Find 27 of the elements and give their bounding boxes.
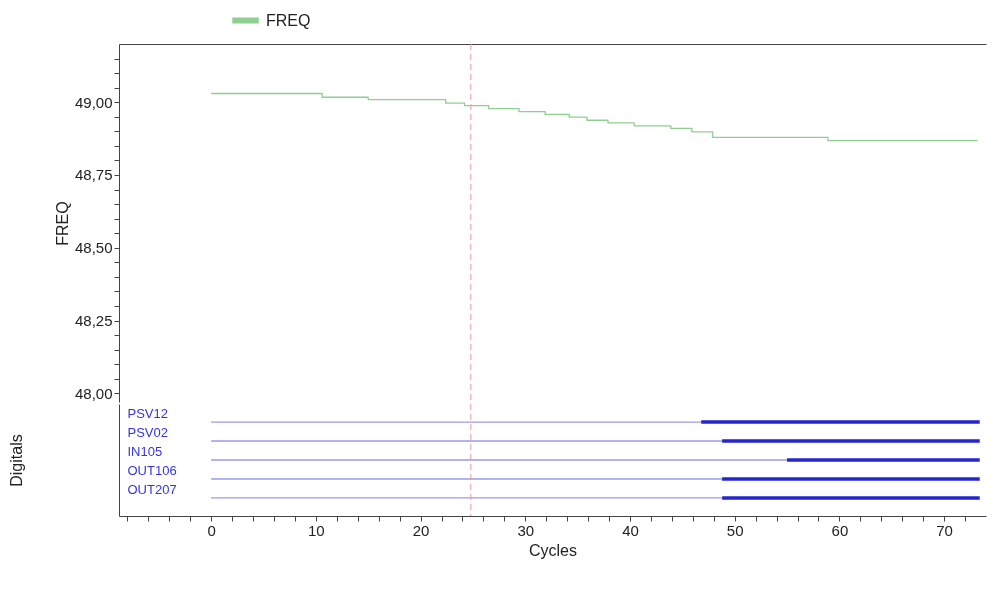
x-tick-label: 0 <box>207 521 216 539</box>
y-tick-label: 48,00 <box>74 384 113 402</box>
bar <box>787 458 980 462</box>
x-tick-label: 40 <box>622 521 639 539</box>
x-tick-label: 10 <box>308 521 325 539</box>
y-tick-label: 49,00 <box>74 93 113 111</box>
x-tick-label: 60 <box>831 521 849 539</box>
bar <box>722 439 980 443</box>
y-axis-title: Digitals <box>7 434 25 487</box>
bar <box>722 496 980 500</box>
y-tick-label: OUT207 <box>127 481 177 497</box>
legend-label: FREQ <box>266 11 311 29</box>
x-tick-label: 70 <box>936 521 953 539</box>
y-tick-label: 48,50 <box>74 239 113 257</box>
y-tick-label: PSV02 <box>127 425 168 441</box>
x-tick-label: 20 <box>412 521 430 539</box>
x-tick-label: 30 <box>517 521 535 539</box>
y-axis-title: FREQ <box>53 201 71 246</box>
y-tick-label: IN105 <box>127 444 163 459</box>
y-tick-label: 48,75 <box>74 166 113 184</box>
y-tick-label: OUT106 <box>127 462 177 478</box>
x-tick-label: 50 <box>726 521 744 539</box>
x-axis-title: Cycles <box>528 541 578 559</box>
bar <box>722 477 980 481</box>
y-tick-label: PSV12 <box>127 406 168 422</box>
y-tick-label: 48,25 <box>74 312 113 329</box>
bar <box>701 420 980 424</box>
